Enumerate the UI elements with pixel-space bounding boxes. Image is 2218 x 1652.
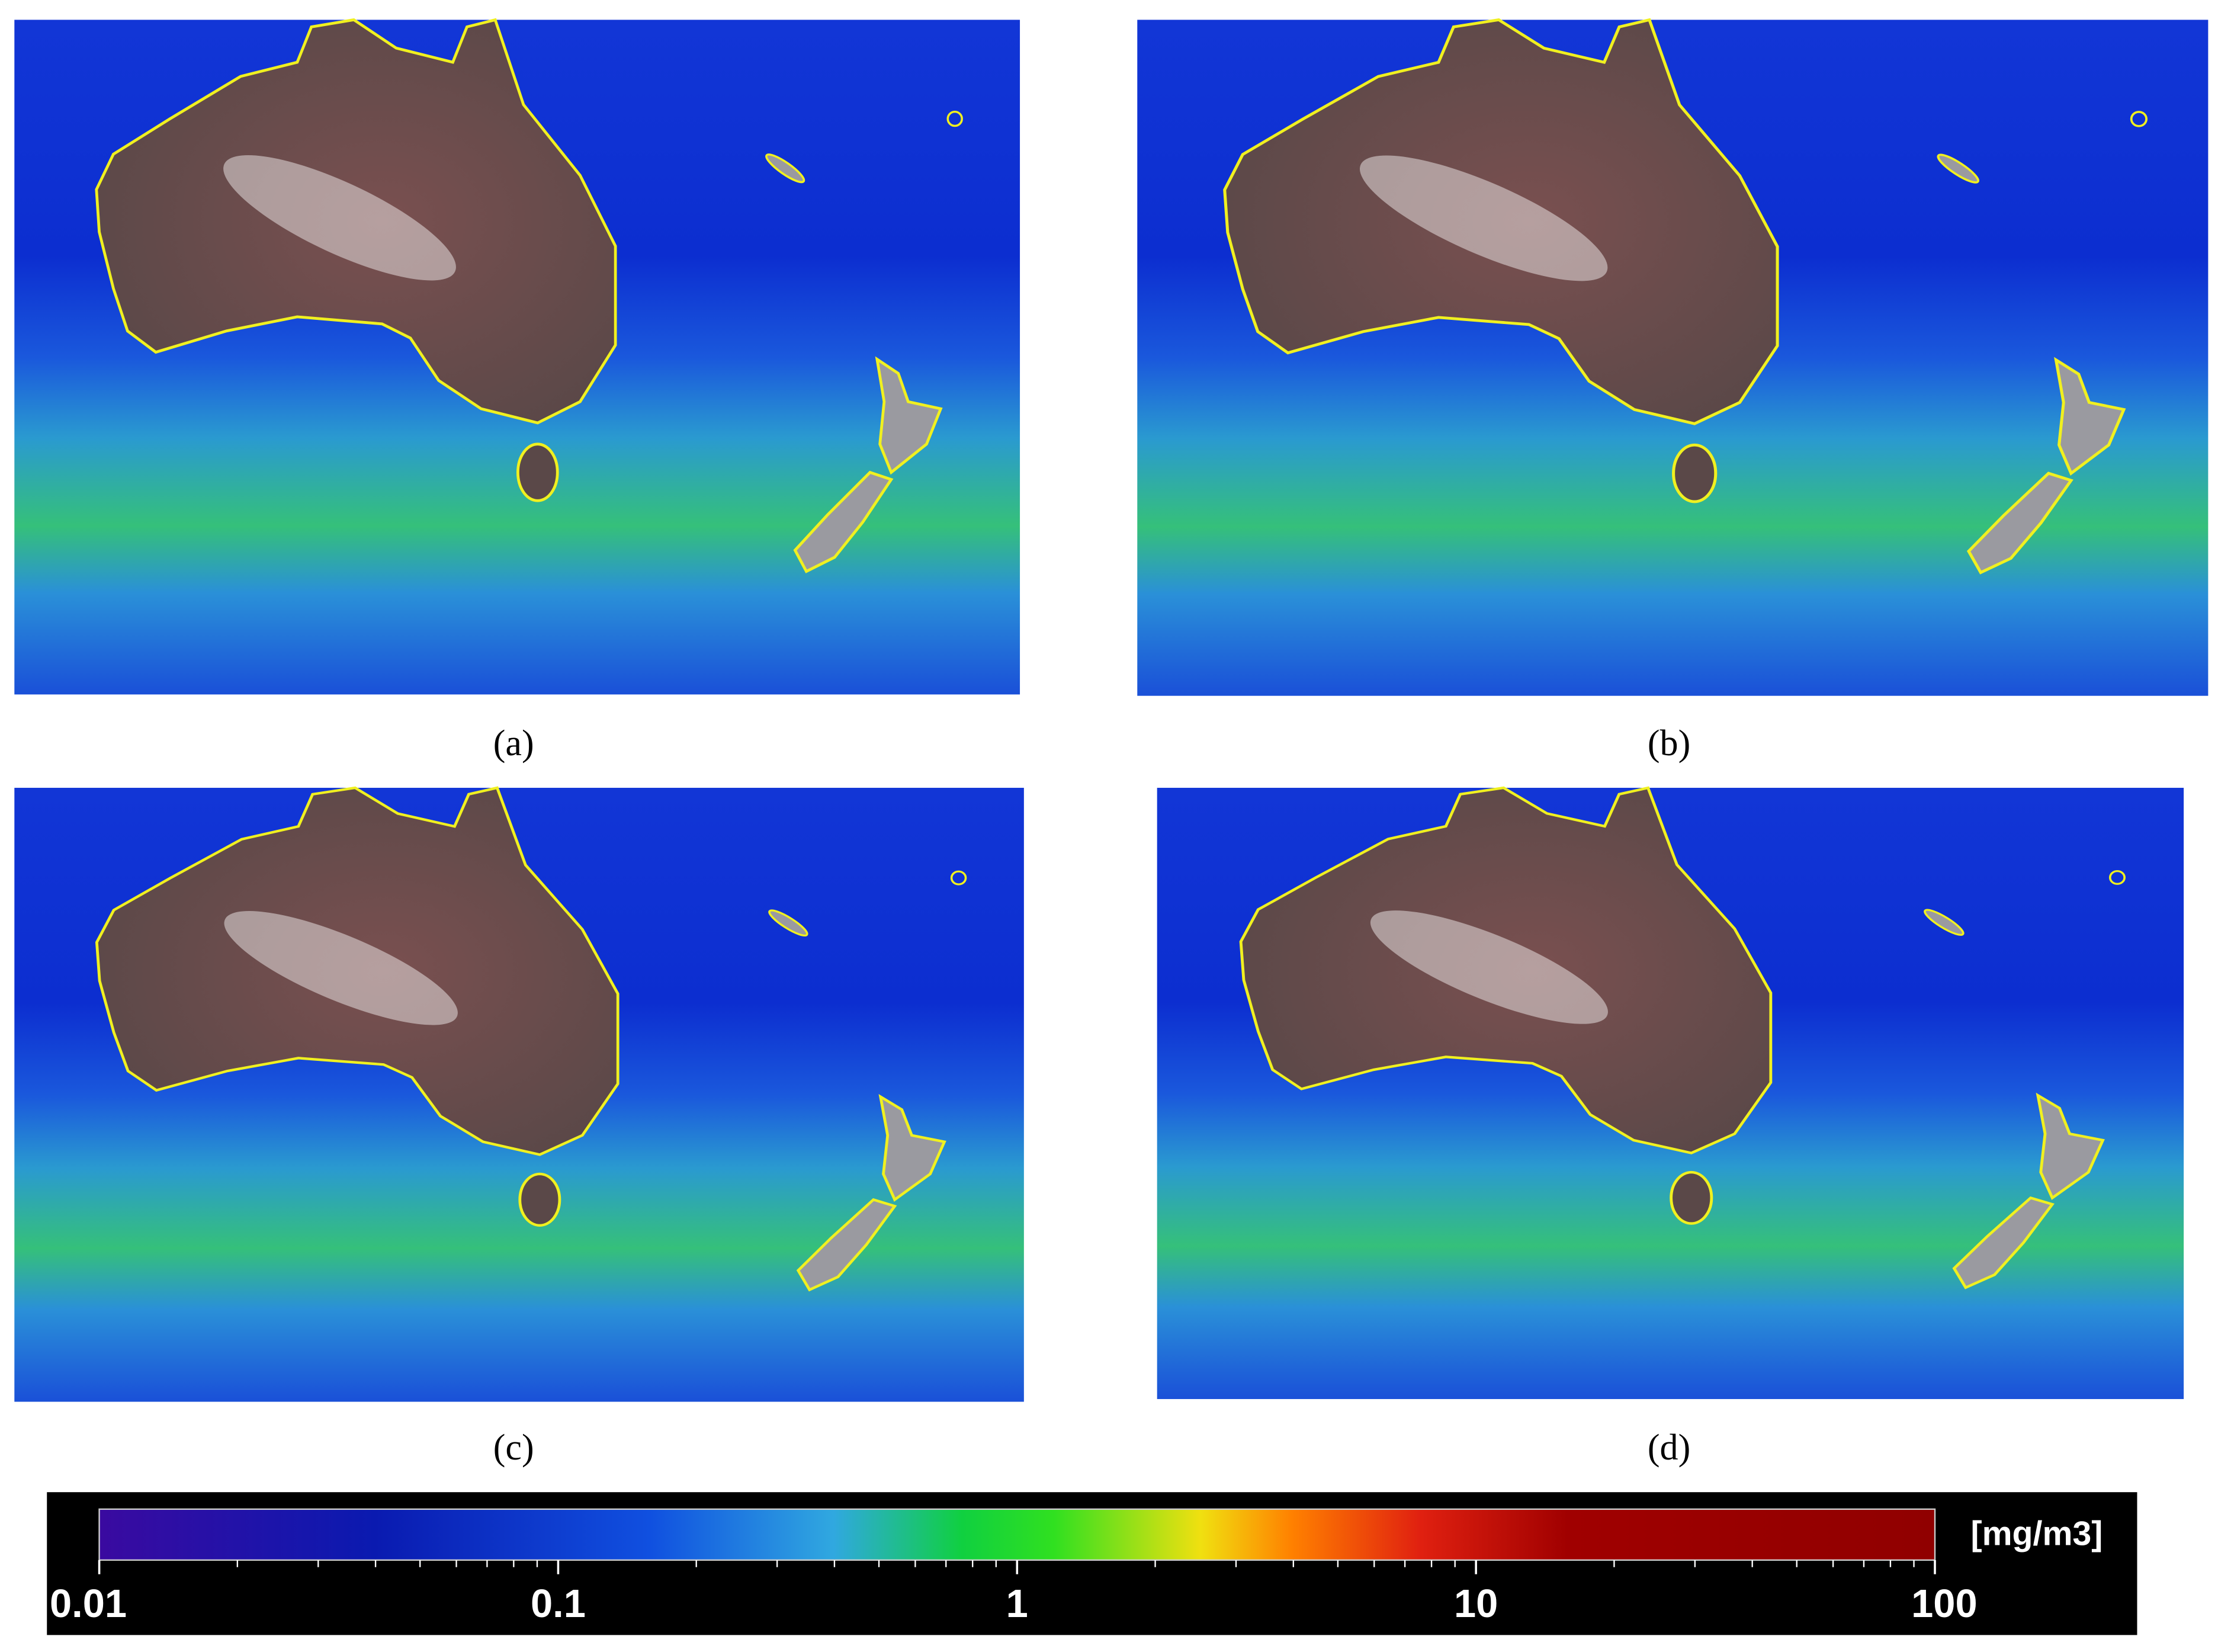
panel-label: (b) xyxy=(1648,723,1690,764)
panel-label: (a) xyxy=(493,723,534,764)
map-panel xyxy=(14,788,1024,1401)
map-panel xyxy=(1157,788,2184,1399)
panel-label: (c) xyxy=(493,1428,534,1468)
map-panel xyxy=(1137,20,2208,695)
colorbar-tick-label: 0.01 xyxy=(50,1582,127,1626)
panel-label: (d) xyxy=(1648,1428,1690,1468)
colorbar-tick-label: 10 xyxy=(1454,1582,1498,1626)
map-panel xyxy=(14,20,1020,694)
colorbar-unit: [mg/m3] xyxy=(1971,1515,2103,1552)
colorbar-tick-label: 1 xyxy=(1006,1582,1028,1626)
colorbar-tick-label: 100 xyxy=(1911,1582,1978,1626)
colorbar xyxy=(98,1508,1936,1561)
colorbar-tick-label: 0.1 xyxy=(531,1582,586,1626)
